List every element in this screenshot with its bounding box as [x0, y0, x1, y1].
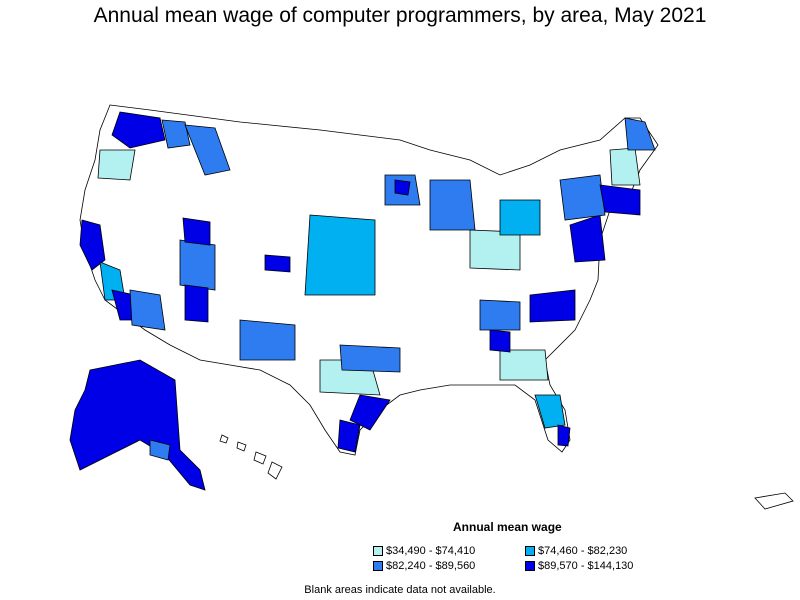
legend-item-2: $74,460 - $82,230	[525, 545, 627, 557]
legend-item-3: $82,240 - $89,560	[373, 560, 475, 572]
legend-swatch-2	[525, 546, 535, 556]
hawaii	[219, 434, 283, 480]
legend-item-4: $89,570 - $144,130	[525, 560, 633, 572]
legend-label-1: $34,490 - $74,410	[386, 545, 476, 557]
legend-label-3: $82,240 - $89,560	[386, 560, 476, 572]
map-title: Annual mean wage of computer programmers…	[93, 4, 707, 27]
legend-label-4: $89,570 - $144,130	[538, 560, 634, 572]
region-fills	[79, 111, 656, 453]
puerto-rico	[754, 492, 794, 510]
legend-item-1: $34,490 - $74,410	[373, 545, 475, 557]
legend-swatch-4	[525, 561, 535, 571]
legend-label-2: $74,460 - $82,230	[538, 545, 628, 557]
legend-swatch-1	[373, 546, 383, 556]
legend-title: Annual mean wage	[453, 520, 562, 534]
footnote: Blank areas indicate data not available.	[304, 584, 496, 596]
alaska	[69, 359, 206, 491]
legend-swatch-3	[373, 561, 383, 571]
